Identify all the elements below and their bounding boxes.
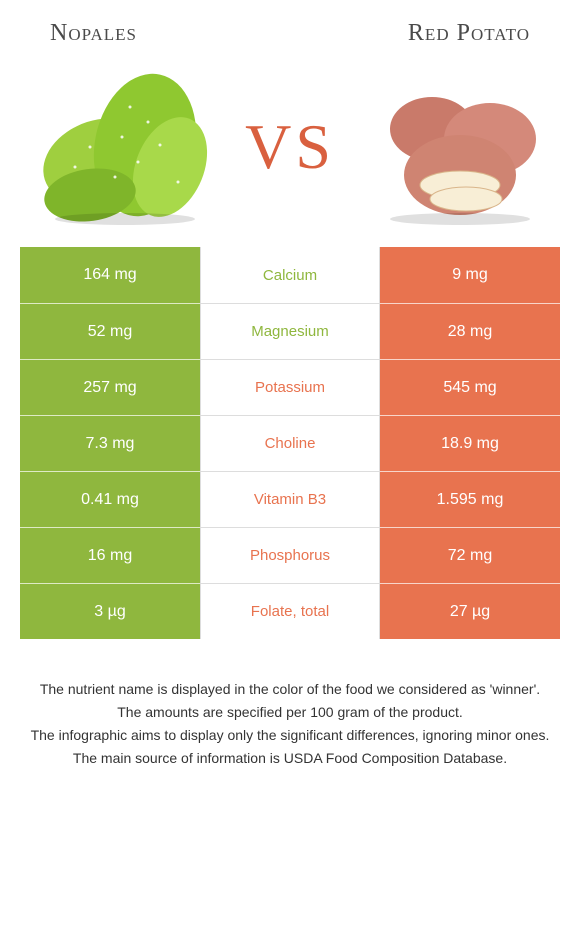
nutrient-row: 16 mgPhosphorus72 mg	[20, 527, 560, 583]
nutrient-left-value: 164 mg	[20, 247, 200, 303]
nutrient-row: 0.41 mgVitamin B31.595 mg	[20, 471, 560, 527]
nutrient-name: Phosphorus	[200, 527, 380, 583]
nutrient-row: 257 mgPotassium545 mg	[20, 359, 560, 415]
footer-notes: The nutrient name is displayed in the co…	[0, 639, 580, 769]
nutrient-row: 3 µgFolate, total27 µg	[20, 583, 560, 639]
footer-line: The amounts are specified per 100 gram o…	[20, 702, 560, 723]
nutrient-left-value: 16 mg	[20, 527, 200, 583]
header: Nopales Red Potato	[0, 0, 580, 57]
nutrient-right-value: 1.595 mg	[380, 471, 560, 527]
food-left-title: Nopales	[50, 20, 137, 47]
nutrient-left-value: 257 mg	[20, 359, 200, 415]
nutrient-row: 7.3 mgCholine18.9 mg	[20, 415, 560, 471]
nutrient-row: 52 mgMagnesium28 mg	[20, 303, 560, 359]
nutrient-name: Potassium	[200, 359, 380, 415]
nutrient-row: 164 mgCalcium9 mg	[20, 247, 560, 303]
nutrient-left-value: 3 µg	[20, 583, 200, 639]
nutrient-name: Calcium	[200, 247, 380, 303]
footer-line: The infographic aims to display only the…	[20, 725, 560, 746]
footer-line: The nutrient name is displayed in the co…	[20, 679, 560, 700]
nutrient-name: Folate, total	[200, 583, 380, 639]
nopales-image	[30, 67, 220, 227]
nutrient-table: 164 mgCalcium9 mg52 mgMagnesium28 mg257 …	[20, 247, 560, 639]
nutrient-name: Vitamin B3	[200, 471, 380, 527]
nutrient-left-value: 52 mg	[20, 303, 200, 359]
nutrient-right-value: 18.9 mg	[380, 415, 560, 471]
nutrient-left-value: 7.3 mg	[20, 415, 200, 471]
nutrient-right-value: 27 µg	[380, 583, 560, 639]
nutrient-name: Choline	[200, 415, 380, 471]
nutrient-left-value: 0.41 mg	[20, 471, 200, 527]
nutrient-right-value: 545 mg	[380, 359, 560, 415]
footer-line: The main source of information is USDA F…	[20, 748, 560, 769]
vs-label: VS	[245, 110, 335, 184]
images-row: VS	[0, 57, 580, 247]
red-potato-image	[360, 67, 550, 227]
nutrient-right-value: 72 mg	[380, 527, 560, 583]
food-right-title: Red Potato	[408, 20, 530, 47]
nutrient-name: Magnesium	[200, 303, 380, 359]
nutrient-right-value: 9 mg	[380, 247, 560, 303]
nutrient-right-value: 28 mg	[380, 303, 560, 359]
